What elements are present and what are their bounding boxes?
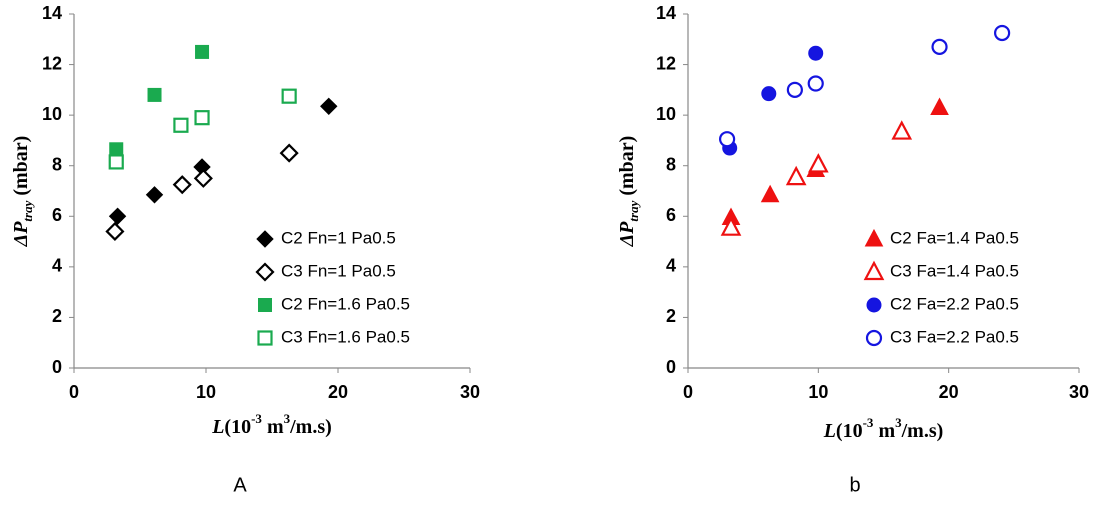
y-tick-label: 0 [666, 357, 676, 377]
y-tick-label: 6 [666, 205, 676, 225]
data-point [718, 131, 736, 148]
data-point [808, 153, 829, 173]
x-tick-label: 20 [328, 382, 348, 402]
legend-marker [863, 260, 885, 281]
legend-label: C3 Fn=1 Pa0.5 [281, 261, 396, 280]
panel-label: b [849, 474, 860, 496]
data-point [891, 120, 913, 140]
data-point [279, 143, 299, 163]
label-part: (10 [836, 420, 863, 442]
legend-marker [865, 329, 883, 347]
data-point [930, 97, 949, 116]
x-tick-label: 10 [808, 382, 828, 402]
legend-label: C3 Fn=1.6 Pa0.5 [281, 327, 410, 346]
x-tick-label: 0 [69, 382, 79, 402]
data-point [108, 207, 127, 225]
legend-label: C2 Fa=2.2 Pa0.5 [890, 294, 1019, 313]
label-part: 3 [895, 415, 902, 430]
label-part: -3 [251, 411, 262, 426]
legend-label: C2 Fn=1 Pa0.5 [281, 228, 396, 247]
y-tick-label: 2 [666, 306, 676, 326]
label-part: (mbar) [10, 136, 32, 201]
label-part: (mbar) [616, 136, 638, 201]
data-point [807, 75, 824, 92]
y-tick-label: 2 [52, 306, 62, 326]
label-part: /m.s) [289, 416, 332, 438]
x-axis-label: L(10-3 m3/m.s) [823, 415, 944, 441]
data-point [281, 88, 297, 104]
label-part: L [823, 420, 836, 442]
data-point [173, 117, 189, 133]
y-tick-label: 12 [42, 53, 62, 73]
data-point [785, 165, 807, 186]
label-part: m [262, 416, 284, 438]
data-point [931, 38, 948, 55]
panel-label: A [233, 474, 247, 496]
data-point [194, 110, 210, 126]
y-tick-label: 14 [42, 3, 62, 23]
data-point [193, 168, 213, 188]
legend-marker [866, 297, 882, 313]
data-point [720, 216, 742, 236]
y-tick-label: 10 [42, 104, 62, 124]
x-tick-label: 30 [1069, 382, 1089, 402]
data-point [994, 24, 1011, 42]
data-point [760, 184, 780, 203]
data-point [147, 87, 162, 102]
data-point [320, 97, 338, 115]
data-point [786, 81, 803, 98]
legend-label: C2 Fn=1.6 Pa0.5 [281, 294, 410, 313]
data-point [145, 186, 164, 204]
legend-marker [255, 262, 275, 282]
x-tick-label: 30 [460, 382, 480, 402]
y-tick-label: 8 [52, 154, 62, 174]
label-part: -3 [863, 415, 874, 430]
legend-label: C3 Fa=2.2 Pa0.5 [890, 327, 1019, 346]
y-tick-label: 4 [666, 256, 676, 276]
label-part: L [211, 416, 224, 438]
x-axis-label: L(10-3 m3/m.s) [211, 411, 332, 437]
y-tick-label: 0 [52, 357, 62, 377]
label-part: m [873, 420, 895, 442]
y-axis-label: ΔPtray (mbar) [10, 136, 36, 248]
data-point [172, 175, 192, 195]
data-point [808, 45, 824, 61]
label-part: ΔP [616, 221, 638, 248]
legend-label: C2 Fa=1.4 Pa0.5 [890, 228, 1019, 247]
y-tick-label: 10 [656, 104, 676, 124]
x-tick-label: 0 [683, 382, 693, 402]
data-point [109, 142, 124, 157]
x-tick-label: 20 [939, 382, 959, 402]
y-tick-label: 6 [52, 205, 62, 225]
legend-marker [258, 298, 272, 312]
label-part: (10 [224, 416, 251, 438]
y-tick-label: 8 [666, 154, 676, 174]
data-point [195, 44, 210, 59]
data-point [761, 86, 777, 102]
y-tick-label: 4 [52, 256, 62, 276]
label-part: tray [626, 200, 641, 221]
legend-marker [257, 330, 273, 346]
label-part: tray [20, 200, 35, 221]
data-point [105, 221, 125, 242]
legend-marker [864, 228, 884, 247]
label-part: /m.s) [901, 420, 944, 442]
x-tick-label: 10 [196, 382, 216, 402]
y-tick-label: 12 [656, 53, 676, 73]
data-point [108, 154, 124, 170]
label-part: ΔP [10, 221, 32, 248]
label-part: 3 [284, 411, 291, 426]
y-tick-label: 14 [656, 3, 676, 23]
legend-label: C3 Fa=1.4 Pa0.5 [890, 261, 1019, 280]
legend-marker [256, 230, 274, 248]
y-axis-label: ΔPtray (mbar) [616, 136, 642, 248]
